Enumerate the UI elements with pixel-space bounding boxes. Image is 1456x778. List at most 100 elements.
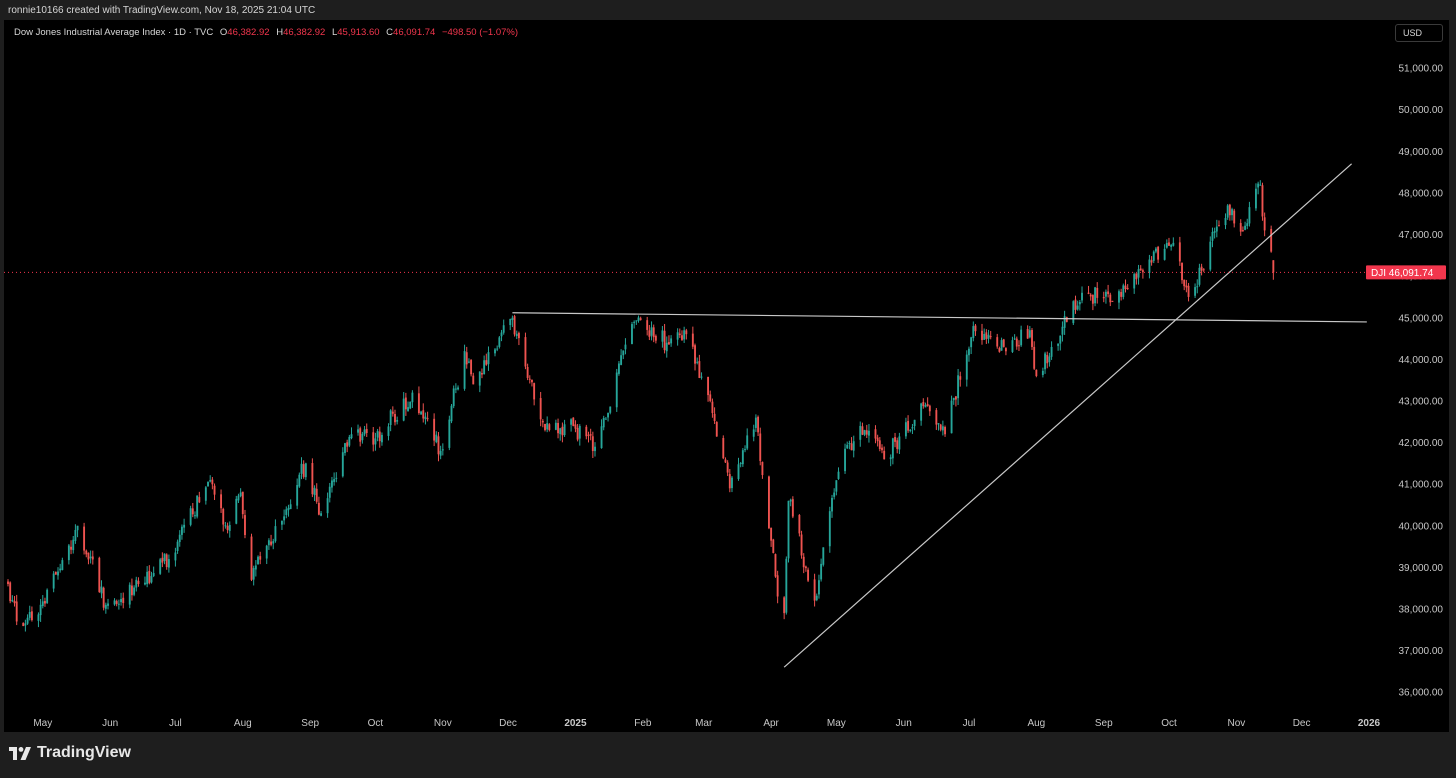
candle-body	[602, 418, 605, 428]
candle-body	[1015, 338, 1018, 347]
close-label: C	[386, 27, 394, 38]
x-tick-label: May	[827, 718, 846, 729]
candle-body	[896, 440, 899, 449]
candle-body	[548, 424, 551, 431]
candle-body	[450, 405, 453, 422]
candle-body	[972, 326, 975, 339]
candle-body	[15, 601, 18, 622]
candle-body	[974, 325, 977, 332]
candle-body	[1248, 207, 1251, 224]
candle-body	[220, 494, 223, 509]
candle-body	[752, 429, 755, 437]
candle-body	[500, 332, 503, 337]
footer-brand[interactable]: TradingView	[9, 744, 131, 762]
candle-body	[1263, 217, 1266, 231]
candle-body	[881, 447, 883, 451]
candle-body	[44, 601, 46, 604]
candle-body	[333, 479, 336, 482]
candle-body	[1002, 339, 1005, 347]
candle-body	[1126, 288, 1129, 290]
candle-body	[481, 373, 483, 375]
candle-body	[1139, 268, 1142, 271]
candle-body	[696, 361, 699, 363]
candle-body	[939, 424, 942, 430]
candle-body	[102, 587, 105, 608]
candle-body	[1233, 210, 1236, 224]
symbol-title: Dow Jones Industrial Average Index · 1D …	[14, 27, 214, 38]
candle-body	[533, 383, 536, 400]
low-label: L	[331, 27, 338, 38]
candle-body	[122, 597, 125, 603]
candle-body	[998, 348, 1001, 352]
candle-body	[372, 432, 375, 445]
candle-body	[957, 375, 960, 399]
candle-body	[207, 481, 209, 487]
candle-body	[563, 424, 566, 436]
candle-body	[9, 582, 12, 602]
candle-body	[1215, 226, 1218, 232]
candle-body	[270, 541, 273, 545]
candle-body	[357, 429, 359, 433]
candle-body	[950, 400, 953, 434]
candle-body	[607, 413, 610, 418]
candle-body	[554, 422, 557, 430]
candle-body	[676, 332, 679, 340]
candle-body	[176, 541, 179, 552]
candle-body	[741, 450, 744, 465]
currency-button[interactable]: USD	[1394, 24, 1443, 42]
x-tick-label: Feb	[634, 718, 652, 729]
candle-body	[815, 595, 818, 601]
candle-body	[707, 376, 710, 396]
candle-body	[254, 565, 257, 570]
candle-body	[198, 497, 201, 503]
candle-body	[874, 429, 877, 439]
chart-area[interactable]: 36,000.00 37,000.00 38,000.00 39,000.00 40,0…	[4, 20, 1449, 732]
symbol-header: Dow Jones Industrial Average Index · 1D …	[14, 27, 518, 38]
candle-body	[996, 337, 999, 347]
candle-body	[441, 449, 444, 451]
candle-body	[570, 419, 573, 425]
candle-body	[341, 452, 344, 477]
candle-body	[1261, 185, 1264, 217]
open-value: 46,382.92	[227, 27, 270, 38]
candle-body	[502, 325, 505, 333]
x-tick-label: Dec	[499, 718, 517, 729]
candle-body	[296, 485, 299, 506]
candle-body	[394, 414, 396, 423]
candle-body	[652, 327, 655, 338]
candle-body	[70, 546, 72, 550]
candle-body	[624, 344, 627, 350]
candle-body	[298, 474, 301, 487]
candle-body	[478, 371, 481, 386]
candle-body	[204, 487, 207, 501]
candle-body	[1096, 287, 1099, 298]
candle-body	[1148, 259, 1151, 273]
candle-body	[22, 623, 25, 627]
candle-body	[226, 525, 229, 530]
price-badge-label: DJI 46,091.74	[1371, 268, 1434, 279]
candle-body	[150, 576, 153, 583]
candle-body	[128, 584, 131, 605]
candle-body	[818, 580, 820, 595]
candle-body	[1168, 242, 1170, 246]
candle-body	[72, 539, 75, 551]
candle-body	[485, 360, 488, 365]
candle-body	[46, 589, 49, 603]
candle-body	[767, 476, 770, 529]
candle-body	[61, 560, 64, 570]
candle-body	[715, 422, 718, 437]
candle-body	[639, 318, 642, 320]
candle-body	[844, 448, 846, 472]
candle-body	[952, 397, 955, 401]
candle-body	[57, 571, 59, 576]
y-tick-label: 40,000.00	[1399, 521, 1444, 532]
candle-body	[1170, 244, 1173, 247]
candle-body	[615, 372, 618, 408]
x-tick-label: Oct	[368, 718, 384, 729]
candlestick-chart[interactable]: 36,000.00 37,000.00 38,000.00 39,000.00 40,0…	[4, 20, 1449, 732]
candle-body	[1226, 205, 1229, 218]
candle-body	[424, 416, 427, 420]
candle-body	[209, 480, 212, 482]
candle-body	[837, 471, 840, 479]
candle-body	[798, 514, 801, 534]
